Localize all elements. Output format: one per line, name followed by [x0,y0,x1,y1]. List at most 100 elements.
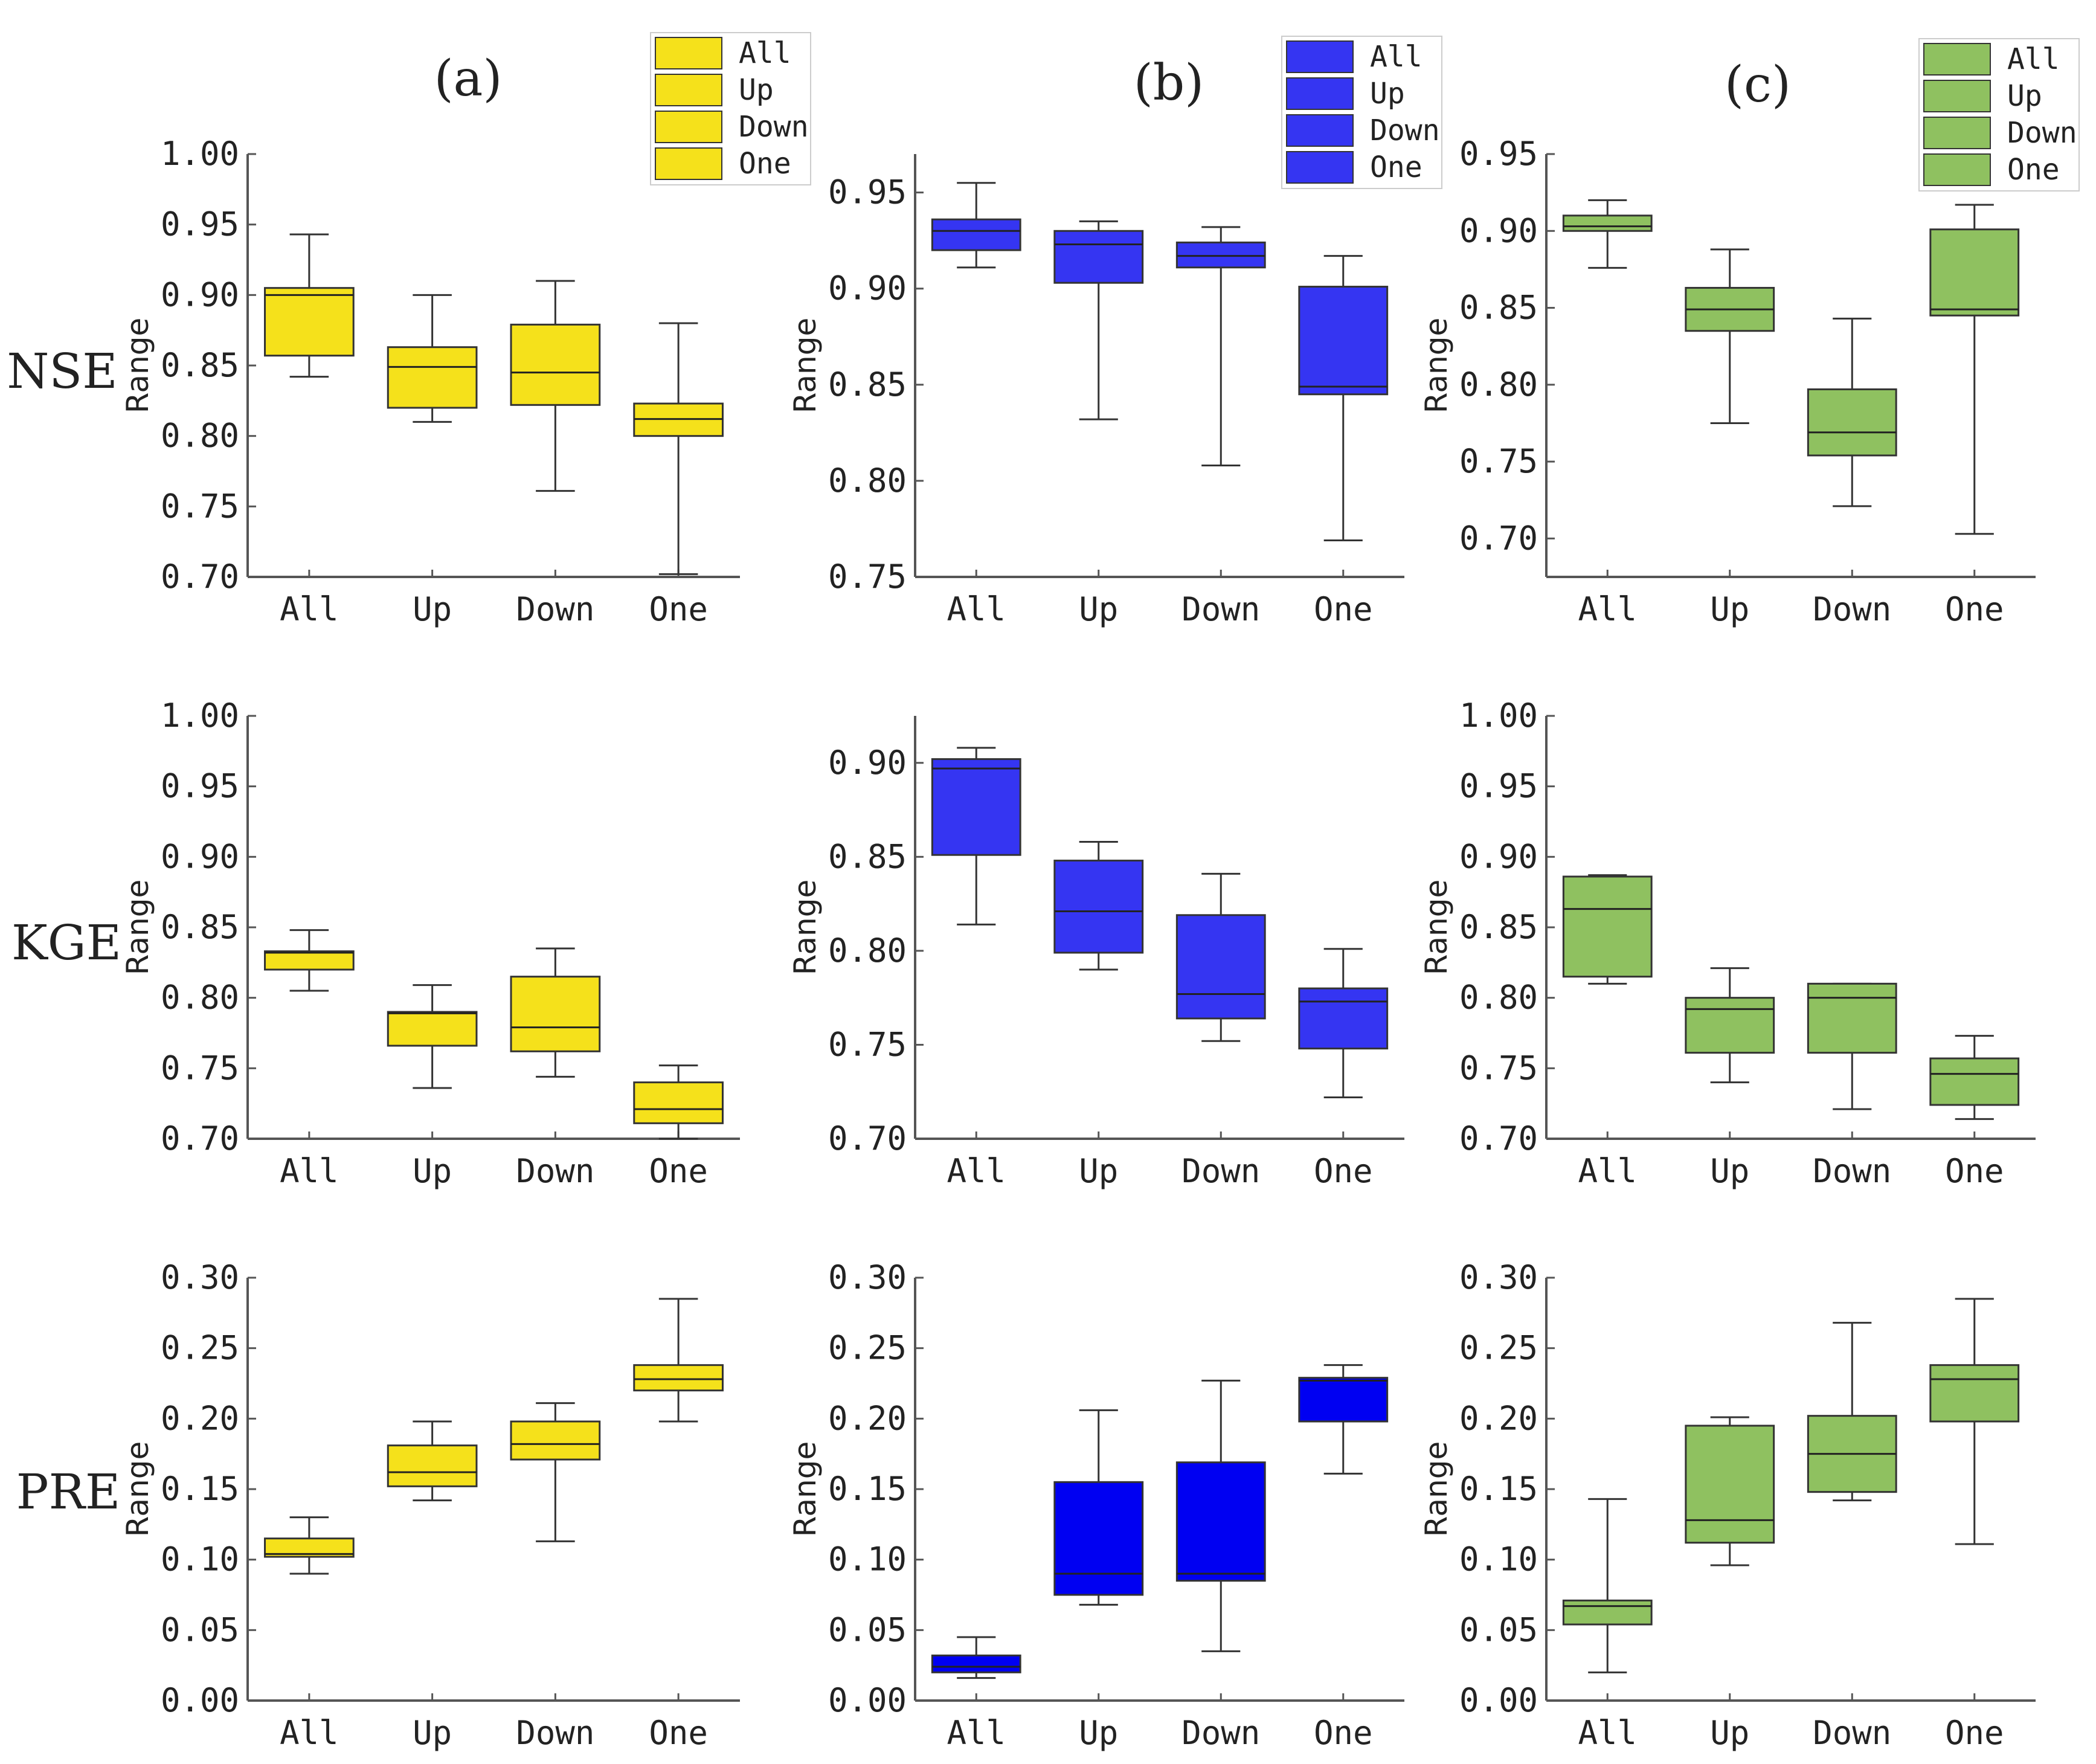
box-all [931,747,1021,925]
box-one [1929,204,2020,535]
panel-a-kge: 0.70 0.75 0.80 0.85 0.90 0.95 1.00 Range All Up Do… [120,697,740,1190]
box-down [1175,1379,1266,1652]
y-tick-label: 0.00 [828,1681,907,1719]
box-body [1562,875,1653,978]
x-tick-label: Down [516,1152,594,1190]
x-tick-label: Up [413,590,452,628]
y-tick-label: 0.90 [828,744,907,782]
legend-swatch [1286,40,1354,73]
box-body [264,950,355,971]
box-body [1807,388,1897,457]
box-body [510,1420,601,1461]
legend-label: Down [1370,114,1440,147]
box-one [633,1298,724,1423]
x-tick-label: Up [413,1152,452,1190]
box-one [633,1064,724,1140]
box-body [1929,1364,2020,1423]
y-tick-label: 0.00 [161,1681,239,1719]
x-tick-label: All [280,1152,339,1190]
x-tick-label: All [280,590,339,628]
row-label-pre: PRE [16,1464,120,1520]
legend-swatch [1923,117,1991,149]
x-tick-label: One [649,1152,708,1190]
box-up [1053,840,1144,971]
y-axis-label: Range [1419,1441,1454,1537]
y-tick-label: 1.00 [1459,697,1538,735]
y-tick-label: 0.30 [161,1258,239,1296]
box-down [1807,982,1897,1110]
legend-label: One [2007,153,2060,187]
x-tick-label: Down [516,1714,594,1752]
y-tick-label: 0.90 [161,275,239,314]
y-tick-label: 0.05 [161,1611,239,1649]
y-tick-label: 0.15 [828,1470,907,1508]
box-all [1562,874,1653,985]
box-all [1562,199,1653,269]
y-tick-label: 0.95 [161,205,239,243]
x-tick-label: One [1945,590,2004,628]
panel-c-pre: 0.00 0.05 0.10 0.15 0.20 0.25 0.30 Range All Up Do… [1419,1258,2036,1752]
y-tick-label: 0.15 [1459,1470,1538,1508]
x-tick-label: Down [1181,590,1260,628]
x-tick-label: One [649,590,708,628]
y-tick-label: 0.80 [1459,365,1538,404]
x-tick-label: One [649,1714,708,1752]
box-body [387,1444,478,1487]
x-tick-label: Up [1079,1152,1118,1190]
panel-a-nse: 0.70 0.75 0.80 0.85 0.90 0.95 1.00 Range All Up Do… [120,135,740,628]
box-body [1175,914,1266,1020]
y-tick-label: 0.80 [161,979,239,1017]
panel-b-kge: 0.70 0.75 0.80 0.85 0.90 Range All Up Down One [788,716,1404,1190]
box-all [264,233,355,378]
box-body [633,1081,724,1124]
x-tick-label: Down [1813,1714,1891,1752]
y-tick-label: 0.20 [161,1399,239,1437]
box-down [1175,226,1266,466]
box-body [387,346,478,409]
box-down [510,280,601,492]
y-tick-label: 0.80 [828,462,907,500]
x-tick-label: Up [1710,590,1749,628]
y-tick-label: 0.75 [161,487,239,525]
box-body [931,758,1021,856]
box-one [1298,948,1389,1099]
box-body [510,976,601,1052]
box-down [1175,872,1266,1042]
box-up [1053,220,1144,420]
y-tick-label: 0.15 [161,1470,239,1508]
box-body [1807,982,1897,1054]
x-tick-label: Up [413,1714,452,1752]
x-tick-label: All [947,1152,1006,1190]
box-body [1175,241,1266,269]
x-tick-label: All [947,1714,1006,1752]
y-tick-label: 0.70 [828,1119,907,1157]
box-up [387,294,478,423]
y-tick-label: 0.70 [1459,1119,1538,1157]
y-tick-label: 0.75 [1459,1049,1538,1087]
x-tick-label: Up [1079,590,1118,628]
legend-swatch [1923,80,1991,112]
y-axis-label: Range [788,880,823,975]
y-tick-label: 0.85 [828,837,907,875]
box-body [1298,1377,1389,1423]
y-tick-label: 0.90 [1459,837,1538,875]
box-body [931,1654,1021,1673]
legend-swatch [1923,153,1991,186]
y-tick-label: 0.25 [828,1329,907,1367]
box-up [1685,967,1775,1084]
legend-label: Down [2007,116,2077,150]
x-tick-label: All [1578,1152,1637,1190]
legend-swatch [1923,43,1991,76]
y-tick-label: 0.00 [1459,1681,1538,1719]
x-tick-label: All [1578,1714,1637,1752]
legend-label: Up [2007,79,2042,113]
panel-b-nse: 0.75 0.80 0.85 0.90 0.95 Range All Up Down One [788,154,1404,628]
y-tick-label: 0.30 [828,1258,907,1296]
legend-label: One [739,147,791,181]
legend-swatch [655,147,722,180]
x-tick-label: Down [1181,1714,1260,1752]
box-up [387,1420,478,1502]
box-body [1053,230,1144,284]
